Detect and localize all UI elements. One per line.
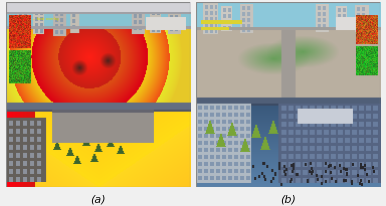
Text: (b): (b) [280, 194, 296, 204]
Text: (a): (a) [90, 194, 106, 204]
Text: — heat overlay: — heat overlay [32, 17, 59, 21]
